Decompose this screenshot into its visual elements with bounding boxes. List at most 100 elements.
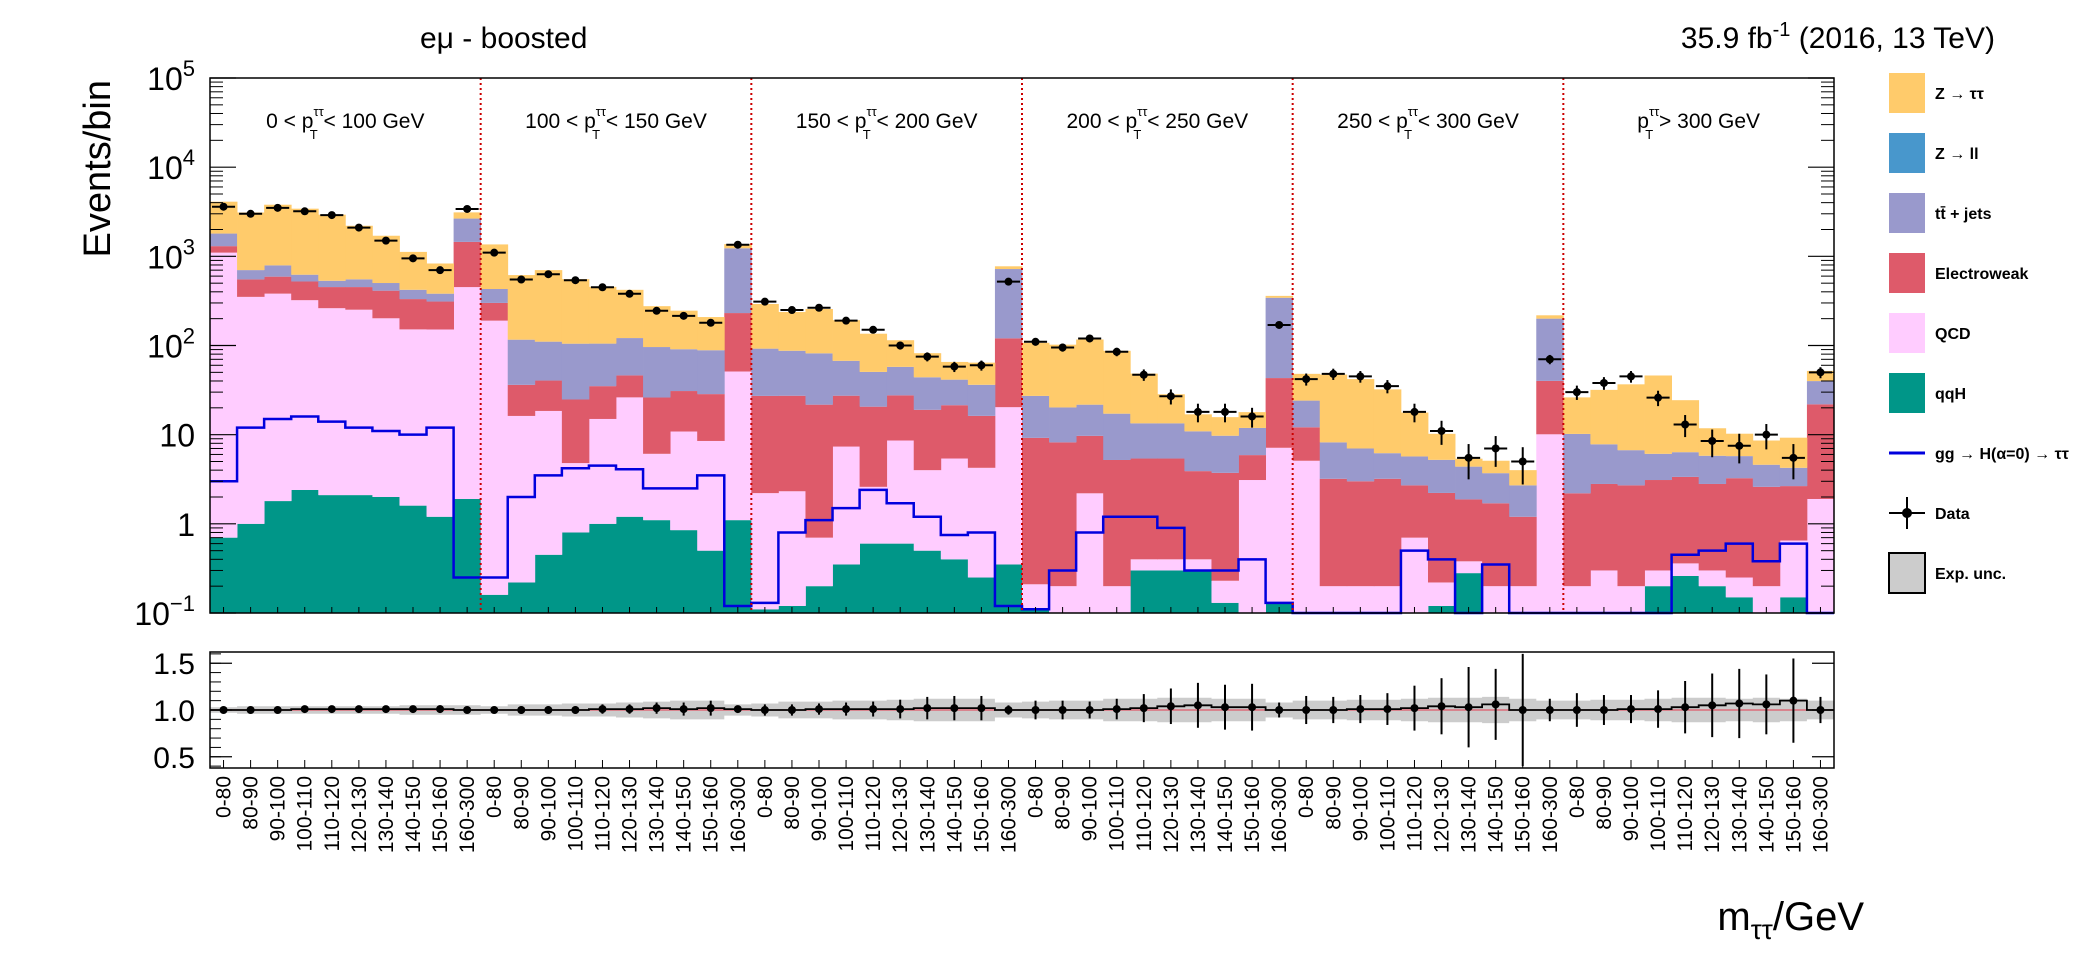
stack-bar: [399, 299, 427, 330]
stack-bar: [561, 399, 590, 464]
stack-bar: [1346, 481, 1375, 587]
stack-bar: [1400, 456, 1429, 486]
ratio-tick-label: 0.5: [153, 742, 195, 775]
stack-bar: [1617, 450, 1645, 486]
stack-bar: [1346, 448, 1375, 482]
legend-label: Z → ττ: [1935, 86, 1984, 103]
x-tick-label: 130-140: [375, 776, 398, 853]
region-label-right: > 300 GeV: [1653, 110, 1760, 133]
stack-bar: [1590, 483, 1618, 571]
stack-bar: [1265, 378, 1294, 448]
stack-bar: [1644, 480, 1672, 571]
x-tick-label: 140-150: [1755, 776, 1778, 853]
stack-bar: [1563, 397, 1591, 434]
x-tick-label: 130-140: [1458, 776, 1481, 853]
legend-label: Exp. unc.: [1935, 566, 2006, 583]
x-tick-label: 0-80: [1295, 776, 1318, 818]
stack-bar: [670, 349, 698, 392]
y-axis-title: Events/bin: [77, 80, 119, 257]
stack-bar: [859, 486, 888, 544]
y-tick-label: 10−1: [134, 591, 195, 632]
stack-bar: [913, 409, 942, 471]
x-tick-label: 100-110: [1647, 776, 1670, 852]
stack-bar: [1455, 499, 1483, 562]
stack-bar: [561, 463, 590, 533]
data-point: [625, 289, 634, 298]
stack-bar: [1076, 435, 1104, 494]
x-tick-label: 160-300: [998, 776, 1021, 853]
stack-bar: [345, 309, 373, 496]
y-tick-base: 10: [147, 329, 183, 365]
stack-bar: [453, 218, 482, 242]
stack-bar: [913, 377, 942, 410]
data-point: [1275, 320, 1284, 329]
data-point: [1599, 378, 1608, 387]
legend-label: QCD: [1935, 326, 1971, 343]
data-point: [1193, 407, 1202, 416]
stack-bar: [1319, 478, 1348, 587]
stack-bar: [1049, 344, 1077, 408]
x-tick-label: 100-110: [1106, 776, 1129, 852]
stack-bar: [1779, 486, 1808, 541]
x-tick-label: 150-160: [970, 776, 993, 853]
x-tick-label: 120-130: [889, 776, 912, 853]
stack-bar: [345, 495, 373, 613]
stack-bar: [1428, 459, 1456, 493]
stack-bar: [480, 289, 509, 303]
stack-bar: [453, 212, 482, 219]
stack-bar: [778, 395, 806, 492]
data-point: [219, 202, 228, 211]
stack-bar: [1563, 493, 1591, 587]
legend: Z → ττ Z → ll tt̄ + jets Electroweak QCD qqH g…: [1888, 73, 2069, 594]
data-point: [1762, 430, 1771, 439]
stack-bar: [1022, 395, 1050, 438]
stack-bar: [318, 287, 346, 309]
region-label-left: 100 < p: [525, 110, 596, 133]
y-tick-label: 105: [147, 56, 195, 97]
region-label-left: 150 < p: [796, 110, 867, 133]
stack-bar: [1157, 559, 1185, 571]
stack-bar: [210, 233, 238, 247]
data-layer: [212, 202, 1832, 485]
stack-bar: [237, 279, 265, 297]
x-tick-label: 80-90: [1593, 776, 1616, 830]
stack-bar: [886, 395, 915, 441]
stack-bar: [940, 405, 969, 459]
region-label-right: < 100 GeV: [318, 110, 425, 133]
stack-bar: [534, 341, 563, 381]
legend-label: tt̄ + jets: [1935, 205, 1992, 223]
stack-bar: [291, 281, 319, 301]
stack-bar: [345, 287, 373, 310]
stack-bar: [1157, 423, 1185, 459]
luminosity-label: 35.9 fb-1 (2016, 13 TeV): [1681, 19, 1995, 55]
stack-bar: [670, 391, 698, 432]
x-tick-label: 110-120: [592, 776, 615, 852]
x-tick-label: 0-80: [754, 776, 777, 818]
data-point: [463, 204, 472, 213]
stack-bar: [697, 440, 725, 551]
data-point: [1004, 277, 1013, 286]
stack-bar: [616, 397, 644, 517]
stack-bar: [1076, 339, 1104, 405]
x-axis-tick-labels: 0-80 80-90 90-100 100-110 110-120 120-130 130-…: [213, 607, 1833, 853]
data-point: [1518, 457, 1527, 466]
stack-bar: [1292, 460, 1321, 613]
stack-bar: [751, 348, 779, 396]
stack-bar: [1536, 434, 1564, 613]
x-tick-label: 0-80: [483, 776, 506, 818]
stack-bar: [507, 415, 536, 583]
x-tick-label: 130-140: [1728, 776, 1751, 853]
data-point: [1437, 426, 1446, 435]
stack-bar: [291, 489, 319, 613]
x-axis-title: mττ/GeV: [1717, 895, 1864, 945]
y-tick-label: 102: [147, 324, 195, 365]
stack-bar: [1590, 570, 1618, 613]
region-label-superscript: ττ: [1137, 104, 1148, 119]
stack-bar: [237, 523, 265, 613]
stack-bar: [1373, 453, 1402, 479]
stack-bar: [805, 353, 833, 405]
stack-layer: [210, 201, 1835, 613]
stack-bar: [1698, 570, 1727, 587]
stack-bar: [886, 543, 915, 613]
stack-bar: [724, 248, 752, 314]
